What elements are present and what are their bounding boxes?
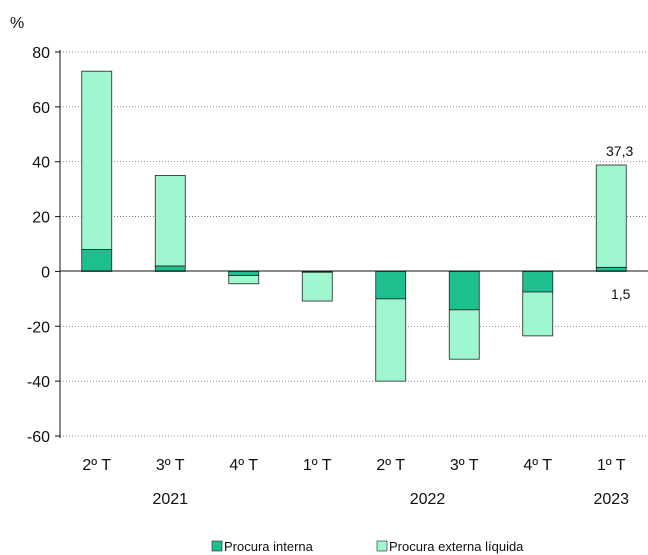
bar-procura-interna-4 (375, 271, 407, 300)
x-tick-label: 1º T (597, 457, 626, 474)
year-label: 2021 (152, 491, 188, 508)
data-label-bottom: 1,5 (611, 286, 631, 302)
bar-procura-externa-3 (301, 271, 333, 302)
x-tick-label: 3º T (156, 457, 185, 474)
legend-label-procura-externa: Procura externa líquida (389, 539, 524, 554)
bar-procura-externa-4 (375, 298, 407, 382)
x-tick-label: 3º T (450, 457, 479, 474)
legend: Procura interna Procura externa líquida (211, 539, 524, 554)
bar-procura-externa-5 (448, 309, 480, 360)
year-label: 2022 (410, 491, 446, 508)
bar-procura-externa-0 (81, 70, 113, 250)
x-tick-label: 2º T (82, 457, 111, 474)
bar-procura-interna-0 (81, 249, 113, 272)
gridlines (60, 51, 648, 437)
x-tick-label: 4º T (229, 457, 258, 474)
bar-procura-interna-6 (522, 271, 554, 293)
year-labels: 2021 2022 2023 (152, 491, 629, 508)
y-axis-unit: % (10, 15, 24, 32)
bar-procura-externa-6 (522, 291, 554, 337)
y-tick-label: 80 (32, 45, 50, 62)
x-tick-label: 2º T (376, 457, 405, 474)
y-tick-label: 20 (32, 210, 50, 227)
legend-label-procura-interna: Procura interna (224, 539, 314, 554)
x-tick-label: 4º T (523, 457, 552, 474)
y-tick-label: 60 (32, 100, 50, 117)
y-tick-labels: 80 60 40 20 0 -20 -40 -60 (27, 45, 60, 446)
year-label: 2023 (593, 491, 629, 508)
x-tick-label: 1º T (303, 457, 332, 474)
bars (81, 70, 627, 382)
legend-swatch-procura-interna (211, 540, 223, 552)
x-tick-labels: 2º T 3º T 4º T 1º T 2º T 3º T 4º T 1º T (82, 457, 625, 474)
y-tick-label: 0 (41, 264, 50, 281)
bar-procura-interna-2 (228, 271, 260, 276)
data-label-top: 37,3 (606, 143, 633, 159)
y-tick-label: 40 (32, 155, 50, 172)
legend-swatch-procura-externa (376, 540, 388, 552)
bar-procura-externa-1 (154, 175, 186, 267)
y-tick-label: -60 (27, 429, 50, 446)
bar-procura-interna-5 (448, 271, 480, 311)
bar-procura-externa-2 (228, 275, 260, 285)
y-tick-label: -40 (27, 374, 50, 391)
y-tick-label: -20 (27, 319, 50, 336)
bar-procura-externa-7 (595, 164, 627, 268)
